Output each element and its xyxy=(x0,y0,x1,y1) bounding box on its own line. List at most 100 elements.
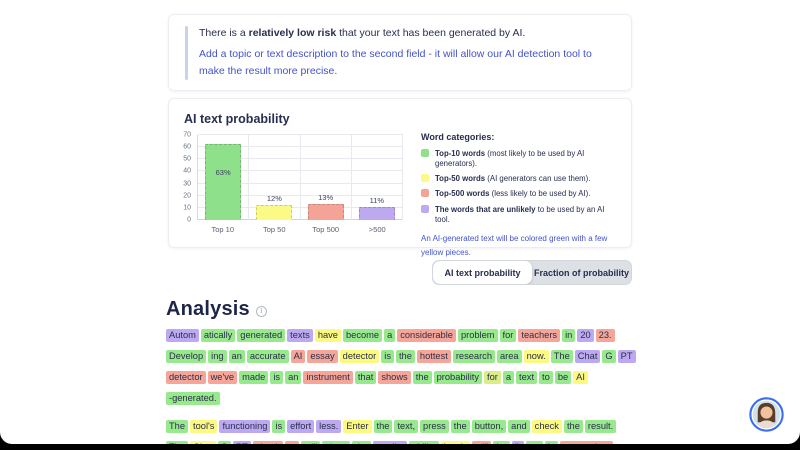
gridline xyxy=(198,158,403,160)
bar-value-label: 63% xyxy=(215,168,231,178)
bar-top50 xyxy=(256,205,293,220)
gridline xyxy=(198,146,403,148)
highlighted-token: in xyxy=(544,440,558,444)
gridline xyxy=(198,182,403,184)
highlighted-token: generated xyxy=(237,329,286,342)
highlighted-token: The xyxy=(166,419,189,433)
x-tick-label: >500 xyxy=(368,225,386,234)
bar-chart-plot: 63% 12% 13% 11% xyxy=(197,134,403,220)
y-axis-labels: 0 10 20 30 40 50 60 70 xyxy=(177,131,194,224)
legend-swatch-icon xyxy=(421,174,429,183)
highlighted-token: problem xyxy=(457,329,498,342)
y-tick-label: 40 xyxy=(183,167,191,175)
risk-message-card: There is a relatively low risk that your… xyxy=(168,14,632,92)
highlighted-token: for xyxy=(499,329,517,342)
legend-note: An AI-generated text will be colored gre… xyxy=(421,233,608,258)
accent-bar xyxy=(185,26,188,81)
y-tick-label: 20 xyxy=(183,192,191,200)
gridline xyxy=(198,170,403,172)
highlighted-token: the xyxy=(352,440,371,444)
highlighted-token: a xyxy=(502,370,515,384)
highlighted-token: check xyxy=(531,419,562,433)
legend-swatch-icon xyxy=(421,189,429,198)
highlighted-token: probability xyxy=(433,370,483,384)
highlighted-token: have xyxy=(314,329,341,342)
highlighted-token: a xyxy=(384,329,396,342)
highlighted-token: tool's xyxy=(190,419,218,433)
bar-value-label: 11% xyxy=(369,195,385,205)
highlighted-token: is xyxy=(270,370,284,384)
highlighted-token: made xyxy=(239,370,269,384)
highlighted-token: will xyxy=(472,440,492,444)
highlighted-token: the xyxy=(412,370,432,384)
highlighted-token: PT xyxy=(617,349,636,363)
highlighted-token: the xyxy=(373,419,393,433)
highlighted-token: Autom xyxy=(166,329,199,342)
highlighted-token: research xyxy=(452,349,495,363)
highlighted-token: text, xyxy=(394,419,419,433)
highlighted-token: is xyxy=(272,419,286,433)
x-tick-label: Top 50 xyxy=(262,225,286,234)
y-tick-label: 70 xyxy=(183,131,191,139)
y-tick-label: 60 xyxy=(183,143,191,151)
highlighted-token: less. xyxy=(316,419,342,433)
legend-item-label: The words that are unlikely to be used b… xyxy=(435,204,605,224)
gridline xyxy=(198,194,403,196)
highlighted-token: detector xyxy=(166,370,206,384)
chart-mode-toggle: AI text probability Fraction of probabil… xyxy=(432,260,632,285)
highlighted-token: the xyxy=(450,419,470,433)
chart-card: AI text probability 0 10 20 30 40 50 60 70 63% 1… xyxy=(168,98,632,257)
highlighted-token: levels xyxy=(440,440,471,444)
highlighted-token: functioning xyxy=(219,419,271,433)
highlighted-token: to xyxy=(539,370,553,384)
highlighted-token: lit xyxy=(511,440,525,444)
highlighted-token: -generated. xyxy=(166,391,220,405)
legend-items: Top-10 words (most likely to be used by … xyxy=(421,149,621,225)
highlighted-token: Enter xyxy=(343,419,372,433)
legend-swatch-icon xyxy=(421,149,429,157)
highlighted-token: considerable xyxy=(397,329,456,342)
highlighted-token: predict xyxy=(372,440,407,444)
highlighted-token: AI xyxy=(573,370,588,384)
highlighted-token: press xyxy=(420,419,449,433)
highlighted-token: is xyxy=(381,349,394,363)
highlighted-token: atically xyxy=(200,329,236,342)
bar-500 xyxy=(358,206,395,220)
x-tick-label: Top 10 xyxy=(211,225,235,234)
bar-slot: 11% xyxy=(352,135,403,220)
highlighted-token: instrument xyxy=(303,370,353,384)
highlighted-token: we've xyxy=(207,370,238,384)
legend-item: Top-50 words (AI generators can use them… xyxy=(421,174,621,184)
gridline xyxy=(198,134,403,135)
highlighted-token: The xyxy=(550,349,573,363)
gridline xyxy=(198,219,403,220)
highlighted-token: accurate xyxy=(246,349,289,363)
legend-item-label: Top-10 words (most likely to be used by … xyxy=(435,149,585,169)
risk-hint: Add a topic or text description to the s… xyxy=(199,47,592,78)
highlighted-token: PT xyxy=(232,440,251,444)
highlighted-token: up xyxy=(526,440,543,444)
highlighted-token: appropriate xyxy=(560,440,614,444)
highlighted-token: the xyxy=(563,419,583,433)
highlighted-token: Chat xyxy=(190,440,216,444)
bar-slot: 13% xyxy=(301,135,352,220)
support-avatar[interactable] xyxy=(749,397,784,432)
highlighted-token: Chat xyxy=(574,349,601,363)
highlighted-token: for xyxy=(484,370,501,384)
info-icon[interactable]: i xyxy=(255,305,267,317)
highlighted-token: check xyxy=(252,440,284,444)
highlighted-token: AI xyxy=(290,349,306,363)
tab-ai-text-probability[interactable]: AI text probability xyxy=(433,261,532,284)
highlighted-token: that xyxy=(354,370,377,384)
highlighted-token: will xyxy=(301,440,321,444)
highlighted-token: area xyxy=(497,349,522,363)
bar-slot: 63% xyxy=(198,135,250,220)
analysis-paragraph: The tool's functioning is effort less. Enter th… xyxy=(166,416,640,444)
chart-title: AI text probability xyxy=(184,112,290,126)
highlighted-token: 20 xyxy=(577,329,594,342)
highlighted-token: be xyxy=(554,370,572,384)
highlighted-token: hottest xyxy=(416,349,451,363)
highlighted-token: shows xyxy=(378,370,411,384)
bar-slot: 12% xyxy=(249,135,301,220)
tab-fraction-of-probability[interactable]: Fraction of probability xyxy=(533,267,629,278)
